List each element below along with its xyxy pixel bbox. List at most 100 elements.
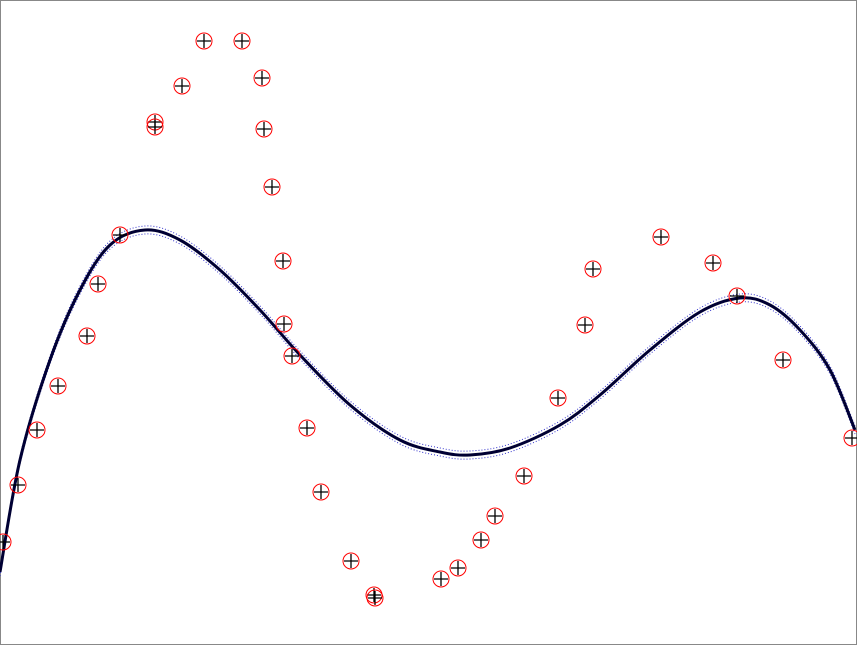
point-cross bbox=[80, 329, 94, 343]
point-circle bbox=[449, 559, 467, 577]
data-point bbox=[49, 377, 67, 395]
point-cross bbox=[488, 509, 502, 523]
point-circle bbox=[195, 32, 213, 50]
point-cross bbox=[314, 485, 328, 499]
data-point bbox=[774, 351, 792, 369]
point-cross bbox=[451, 561, 465, 575]
point-circle bbox=[263, 178, 281, 196]
data-point bbox=[263, 178, 281, 196]
data-point bbox=[652, 228, 670, 246]
fit-band bbox=[0, 225, 856, 569]
point-circle bbox=[774, 351, 792, 369]
data-point bbox=[89, 275, 107, 293]
point-cross bbox=[175, 79, 189, 93]
point-cross bbox=[285, 349, 299, 363]
point-cross bbox=[654, 230, 668, 244]
data-point bbox=[472, 531, 490, 549]
point-circle bbox=[89, 275, 107, 293]
point-circle bbox=[173, 77, 191, 95]
point-circle bbox=[0, 533, 12, 551]
data-point bbox=[0, 533, 12, 551]
point-cross bbox=[730, 289, 744, 303]
point-circle bbox=[432, 570, 450, 588]
point-cross bbox=[551, 391, 565, 405]
data-point bbox=[576, 316, 594, 334]
point-circle bbox=[366, 589, 384, 607]
point-cross bbox=[235, 34, 249, 48]
point-cross bbox=[368, 591, 382, 605]
point-circle bbox=[342, 552, 360, 570]
fit-curve bbox=[0, 228, 857, 573]
point-cross bbox=[91, 277, 105, 291]
point-circle bbox=[652, 228, 670, 246]
point-cross bbox=[11, 478, 25, 492]
point-cross bbox=[30, 423, 44, 437]
data-point bbox=[28, 421, 46, 439]
data-point bbox=[449, 559, 467, 577]
point-cross bbox=[148, 120, 162, 134]
point-cross bbox=[51, 379, 65, 393]
point-circle bbox=[233, 32, 251, 50]
point-circle bbox=[274, 252, 292, 270]
data-point bbox=[275, 315, 293, 333]
point-circle bbox=[78, 327, 96, 345]
point-cross bbox=[265, 180, 279, 194]
point-cross bbox=[706, 256, 720, 270]
data-point bbox=[515, 467, 533, 485]
point-circle bbox=[146, 118, 164, 136]
point-cross bbox=[517, 469, 531, 483]
point-circle bbox=[704, 254, 722, 272]
point-circle bbox=[728, 287, 746, 305]
point-cross bbox=[776, 353, 790, 367]
point-circle bbox=[49, 377, 67, 395]
data-point bbox=[486, 507, 504, 525]
point-circle bbox=[486, 507, 504, 525]
point-cross bbox=[434, 572, 448, 586]
data-point bbox=[195, 32, 213, 50]
point-cross bbox=[257, 122, 271, 136]
data-point bbox=[9, 476, 27, 494]
data-point bbox=[342, 552, 360, 570]
point-cross bbox=[113, 228, 127, 242]
data-point bbox=[255, 120, 273, 138]
point-circle bbox=[111, 226, 129, 244]
fit-band bbox=[0, 233, 856, 577]
point-circle bbox=[584, 260, 602, 278]
data-point bbox=[111, 226, 129, 244]
point-cross bbox=[277, 317, 291, 331]
point-cross bbox=[578, 318, 592, 332]
point-circle bbox=[549, 389, 567, 407]
point-circle bbox=[298, 419, 316, 437]
data-point bbox=[728, 287, 746, 305]
data-point bbox=[298, 419, 316, 437]
point-cross bbox=[474, 533, 488, 547]
point-circle bbox=[253, 69, 271, 87]
point-circle bbox=[312, 483, 330, 501]
point-cross bbox=[586, 262, 600, 276]
point-cross bbox=[255, 71, 269, 85]
point-circle bbox=[515, 467, 533, 485]
data-point bbox=[584, 260, 602, 278]
data-point bbox=[173, 77, 191, 95]
point-circle bbox=[472, 531, 490, 549]
data-point bbox=[146, 118, 164, 136]
data-point bbox=[312, 483, 330, 501]
point-cross bbox=[197, 34, 211, 48]
point-circle bbox=[843, 429, 857, 447]
data-point bbox=[366, 589, 384, 607]
data-point bbox=[78, 327, 96, 345]
point-circle bbox=[255, 120, 273, 138]
point-cross bbox=[344, 554, 358, 568]
data-point bbox=[365, 586, 383, 604]
point-cross bbox=[276, 254, 290, 268]
data-point bbox=[253, 69, 271, 87]
point-circle bbox=[9, 476, 27, 494]
point-circle bbox=[275, 315, 293, 333]
point-cross bbox=[0, 535, 10, 549]
point-circle bbox=[28, 421, 46, 439]
point-circle bbox=[576, 316, 594, 334]
data-point bbox=[549, 389, 567, 407]
data-point bbox=[704, 254, 722, 272]
